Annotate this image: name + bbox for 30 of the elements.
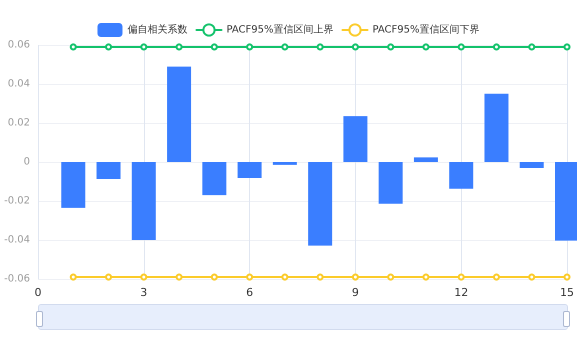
x-tick-label: 3 <box>140 286 148 299</box>
x-tick-label: 6 <box>246 286 254 299</box>
bar <box>484 94 508 162</box>
bar <box>378 162 403 204</box>
bar <box>308 162 332 246</box>
bar <box>238 162 262 178</box>
bar <box>520 162 544 168</box>
y-tick-label: 0 <box>24 156 30 168</box>
bar <box>96 162 121 179</box>
bar <box>414 157 438 162</box>
y-tick-label: 0.02 <box>8 118 30 128</box>
x-tick-label: 0 <box>34 286 42 299</box>
x-tick-label: 9 <box>352 286 359 299</box>
x-tick-label: 12 <box>454 286 468 299</box>
y-tick-label: -0.06 <box>4 274 30 284</box>
y-tick-label: -0.04 <box>4 234 30 246</box>
bar <box>132 162 156 240</box>
bar <box>343 116 368 162</box>
legend-label: PACF95%置信区间下界 <box>372 24 480 36</box>
y-tick-label: -0.02 <box>4 196 30 206</box>
bar <box>449 162 474 189</box>
x-tick-label: 15 <box>560 286 574 299</box>
y-tick-label: 0.04 <box>8 78 30 90</box>
bar <box>202 162 226 196</box>
bar <box>272 162 297 165</box>
bar <box>61 162 86 208</box>
bar <box>167 66 192 162</box>
legend-label: 偏自相关系数 <box>127 24 188 36</box>
legend-label: PACF95%置信区间上界 <box>226 24 334 36</box>
y-tick-label: 0.06 <box>8 40 30 50</box>
